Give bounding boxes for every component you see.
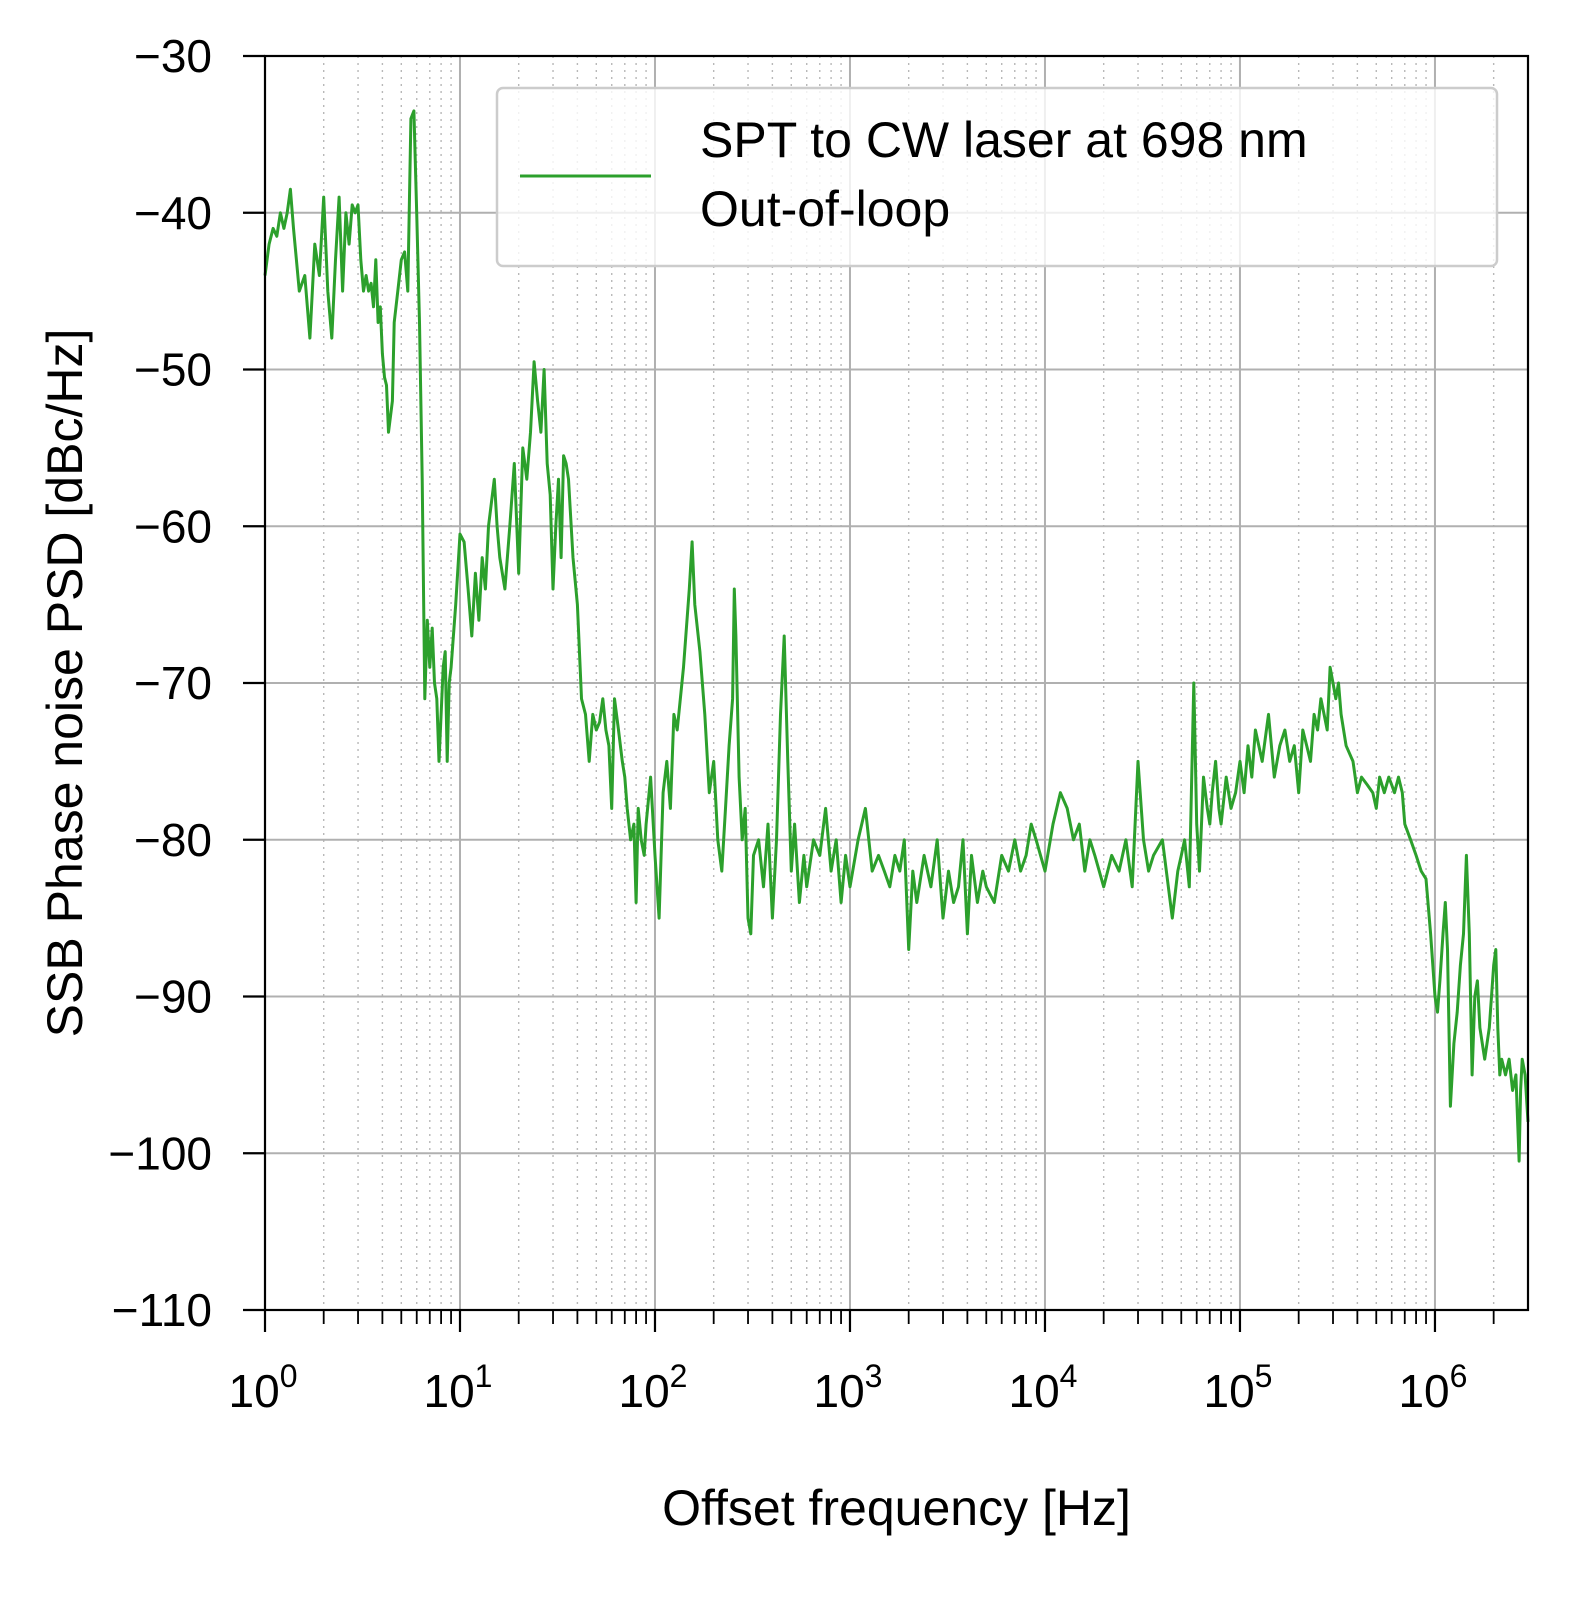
y-tick-label: −40 [134, 187, 212, 239]
legend-label-line-1: SPT to CW laser at 698 nm [700, 112, 1308, 168]
y-tick-label: −70 [134, 657, 212, 709]
x-axis-title: Offset frequency [Hz] [662, 1480, 1131, 1536]
legend: SPT to CW laser at 698 nm Out-of-loop [495, 86, 1499, 268]
legend-box [495, 86, 1499, 268]
y-tick-label: −80 [134, 814, 212, 866]
y-tick-label: −30 [134, 30, 212, 82]
y-tick-labels: −30 −40 −50 −60 −70 −80 −90 −100 −110 [108, 30, 212, 1336]
x-tick-label: 102 [619, 1358, 688, 1417]
legend-label-line-2: Out-of-loop [700, 181, 950, 237]
y-tick-label: −90 [134, 971, 212, 1023]
x-tick-label: 101 [424, 1358, 493, 1417]
y-tick-label: −50 [134, 344, 212, 396]
y-tick-label: −60 [134, 500, 212, 552]
axis-ticks [243, 54, 1495, 1332]
y-axis-title: SSB Phase noise PSD [dBc/Hz] [37, 329, 93, 1038]
series-layer [263, 109, 1530, 1163]
minor-grid [322, 56, 1495, 1310]
y-tick-label: −100 [108, 1127, 212, 1179]
series-line [263, 109, 1530, 1163]
y-tick-label: −110 [112, 1284, 212, 1336]
